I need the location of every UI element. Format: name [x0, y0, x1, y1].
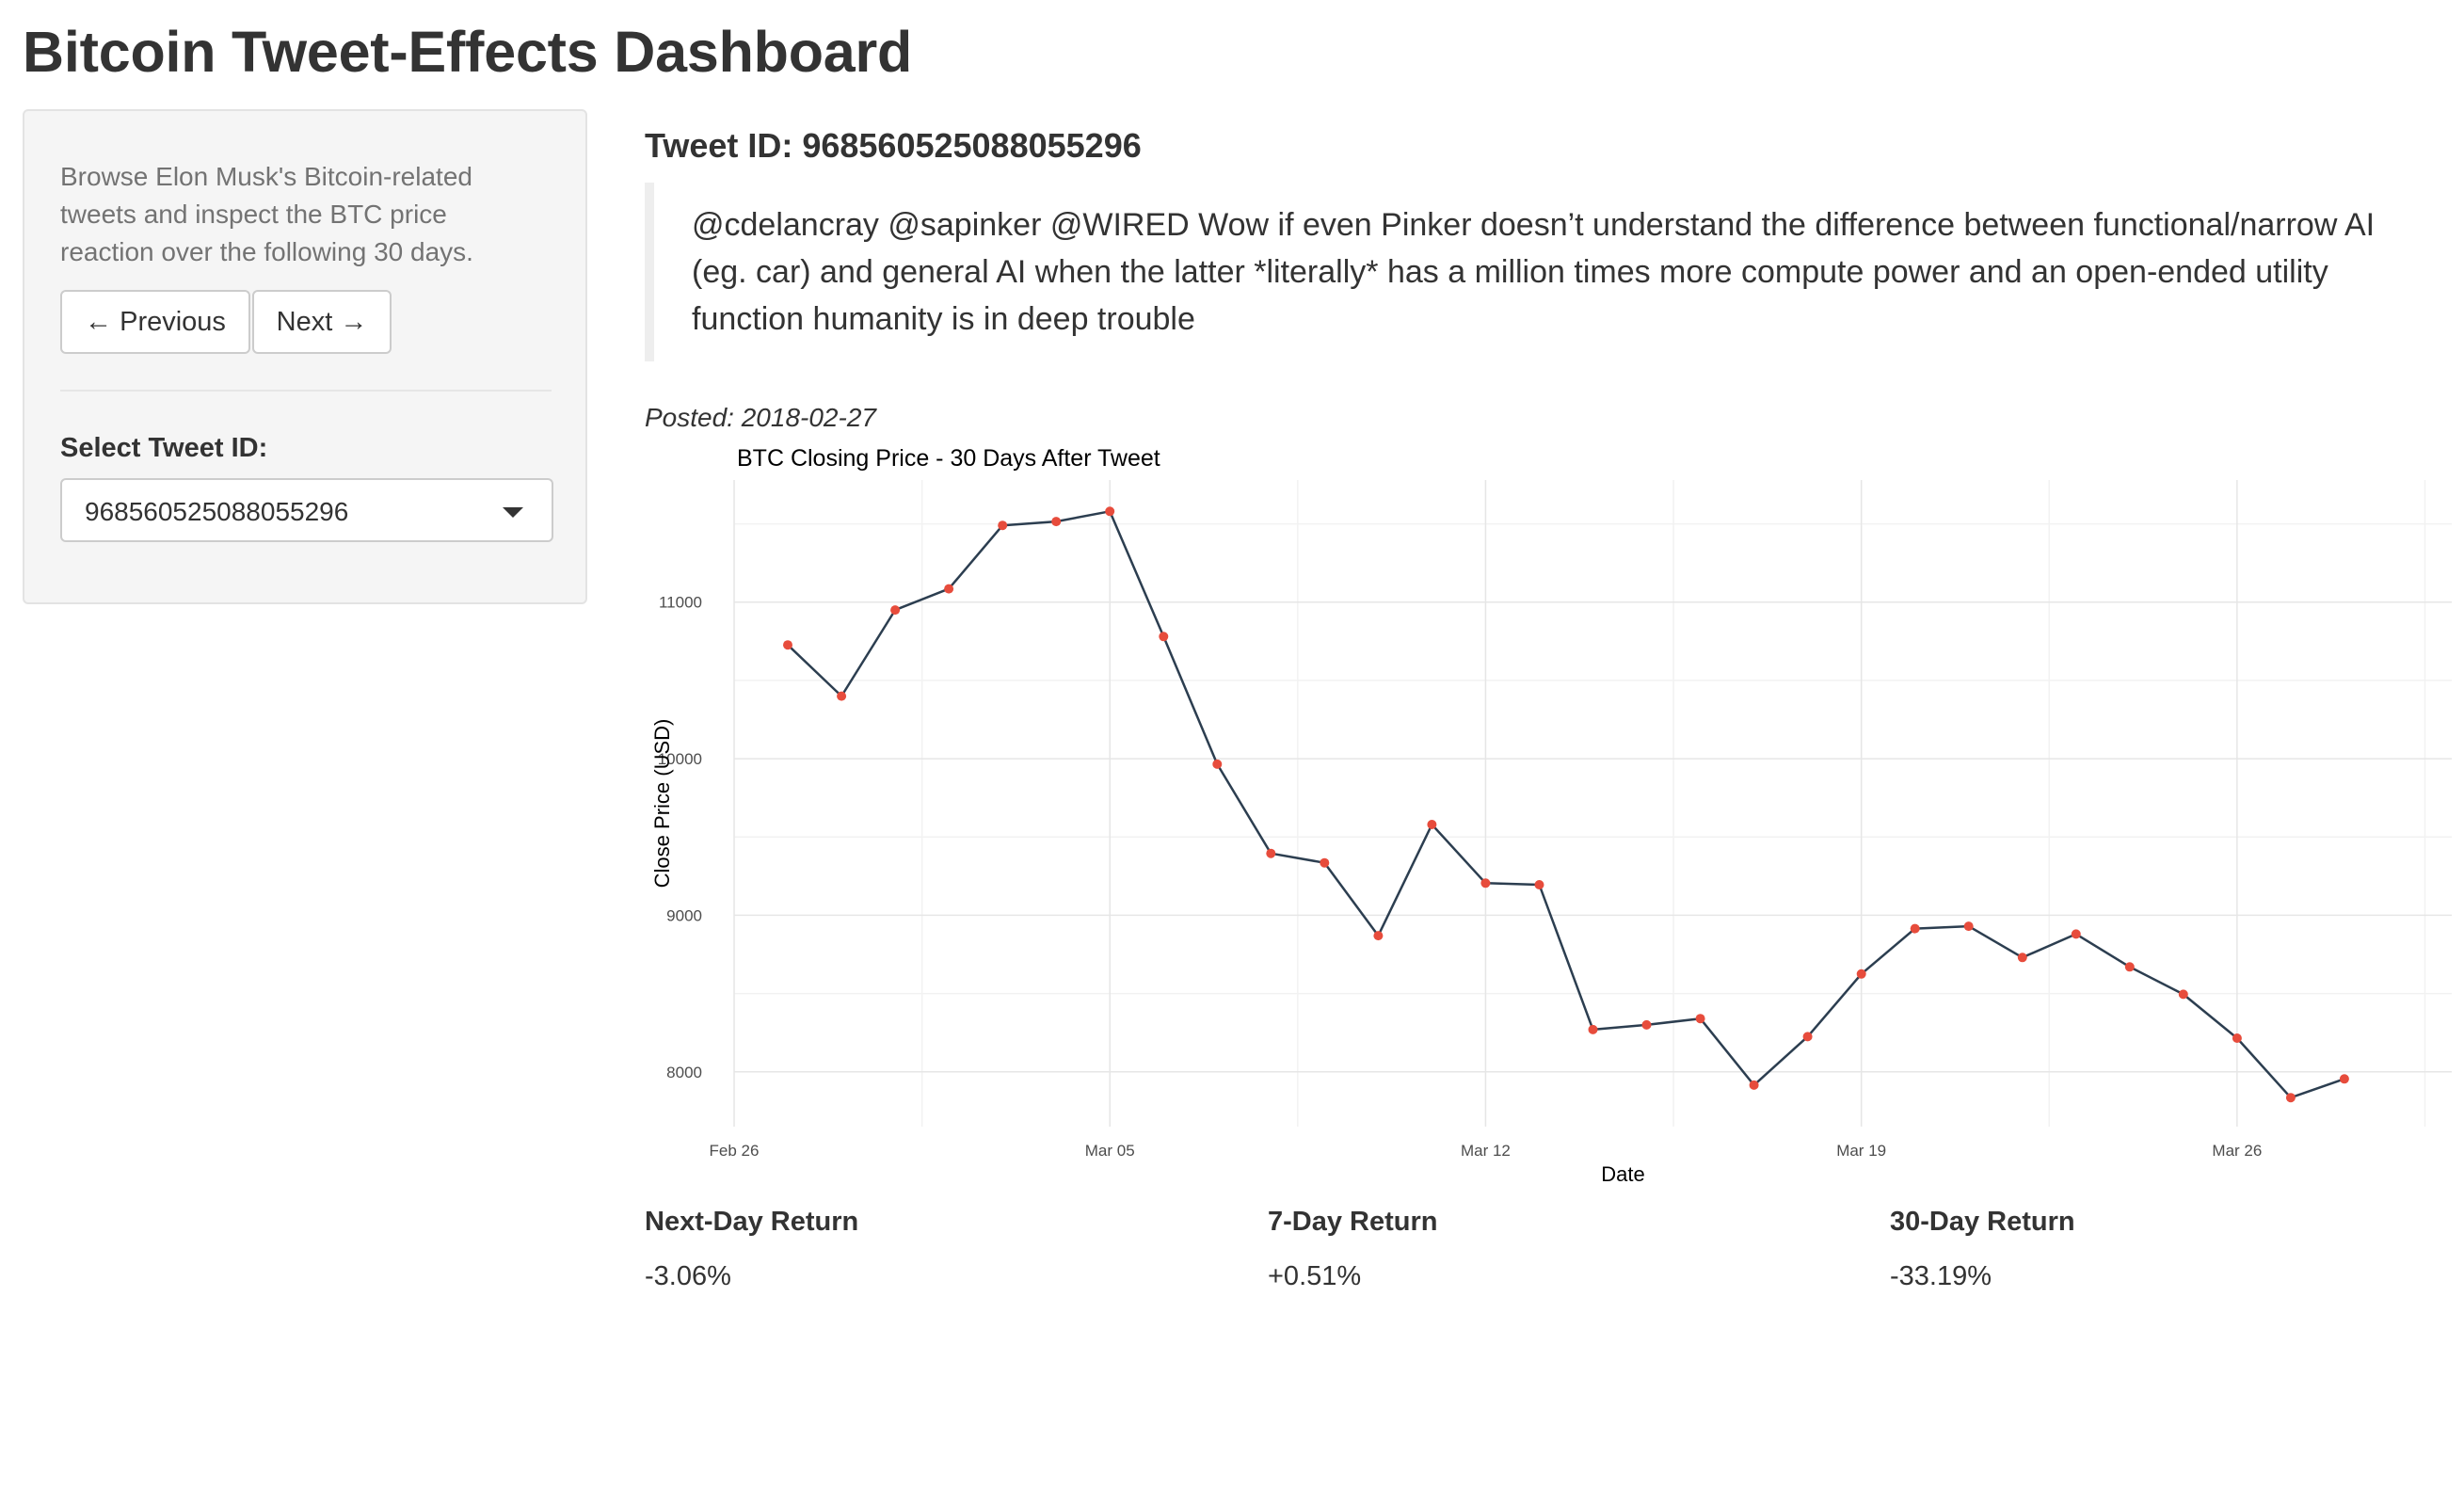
y-tick-label: 11000 [659, 594, 702, 612]
price-point [1320, 857, 1330, 868]
price-point [1856, 969, 1866, 979]
chevron-down-icon [503, 507, 523, 518]
metric-value: +0.51% [1268, 1261, 1362, 1291]
x-axis-label: Date [1601, 1162, 1644, 1186]
metric-label: Next-Day Return [645, 1207, 859, 1237]
price-point [1534, 880, 1544, 889]
price-point [2285, 1093, 2296, 1103]
y-tick-label: 10000 [658, 750, 702, 768]
previous-button[interactable]: ← Previous [60, 290, 250, 354]
price-point [1641, 1019, 1652, 1030]
price-point [1427, 820, 1437, 829]
price-point [1105, 506, 1115, 517]
price-point [2178, 989, 2188, 1000]
price-point [1373, 931, 1384, 941]
price-point [890, 605, 901, 616]
price-point [1588, 1024, 1598, 1034]
price-point [1266, 848, 1276, 858]
price-point [944, 584, 954, 594]
metric-7-day: 7-Day Return +0.51% [1268, 1207, 1438, 1292]
metric-label: 30-Day Return [1890, 1207, 2075, 1237]
price-point [998, 520, 1008, 531]
y-tick-label: 8000 [666, 1064, 702, 1081]
page-title: Bitcoin Tweet-Effects Dashboard [23, 20, 913, 84]
tweet-id-select-value: 968560525088055296 [85, 497, 349, 526]
price-point [1963, 921, 1974, 932]
price-point [1910, 923, 1920, 934]
sidebar-panel: Browse Elon Musk's Bitcoin-related tweet… [23, 109, 587, 604]
chart-title: BTC Closing Price - 30 Days After Tweet [737, 445, 1160, 472]
x-tick-label: Feb 26 [710, 1142, 760, 1160]
posted-date: Posted: 2018-02-27 [645, 403, 876, 432]
metric-30-day: 30-Day Return -33.19% [1890, 1207, 2075, 1292]
price-point [1802, 1032, 1813, 1042]
price-point [1749, 1080, 1759, 1090]
price-point [2124, 962, 2135, 972]
tweet-id-select[interactable]: 968560525088055296 [60, 478, 553, 542]
price-point [2017, 953, 2027, 963]
x-tick-label: Mar 12 [1461, 1142, 1511, 1160]
price-point [1159, 632, 1169, 642]
x-tick-label: Mar 26 [2212, 1142, 2262, 1160]
price-point [837, 691, 847, 701]
metric-next-day: Next-Day Return -3.06% [645, 1207, 858, 1292]
price-point [1480, 878, 1491, 889]
price-point [1051, 517, 1062, 527]
tweet-id-heading: Tweet ID: 968560525088055296 [645, 126, 1142, 165]
next-button[interactable]: Next → [252, 290, 392, 354]
metric-value: -33.19% [1890, 1261, 1992, 1291]
metric-value: -3.06% [645, 1261, 731, 1291]
y-tick-label: 9000 [666, 906, 702, 924]
x-tick-label: Mar 05 [1085, 1142, 1135, 1160]
price-point [2071, 929, 2081, 939]
sidebar-divider [60, 390, 552, 392]
price-point [783, 640, 792, 650]
x-tick-label: Mar 19 [1836, 1142, 1886, 1160]
btc-price-chart: 8000 9000 10000 11000 Feb 26 Mar 05 Mar 12 Mar … [650, 445, 2452, 1186]
price-point [1212, 759, 1223, 769]
select-tweet-label: Select Tweet ID: [60, 433, 268, 463]
metric-label: 7-Day Return [1268, 1207, 1438, 1237]
price-point [2232, 1033, 2242, 1043]
price-point [1695, 1014, 1705, 1024]
tweet-text: @cdelancray @sapinker @WIRED Wow if even… [645, 183, 2433, 361]
price-point [2339, 1074, 2349, 1084]
sidebar-help-text: Browse Elon Musk's Bitcoin-related tweet… [60, 162, 473, 266]
price-line [787, 510, 2345, 1099]
y-axis-label: Close Price (USD) [650, 719, 674, 889]
